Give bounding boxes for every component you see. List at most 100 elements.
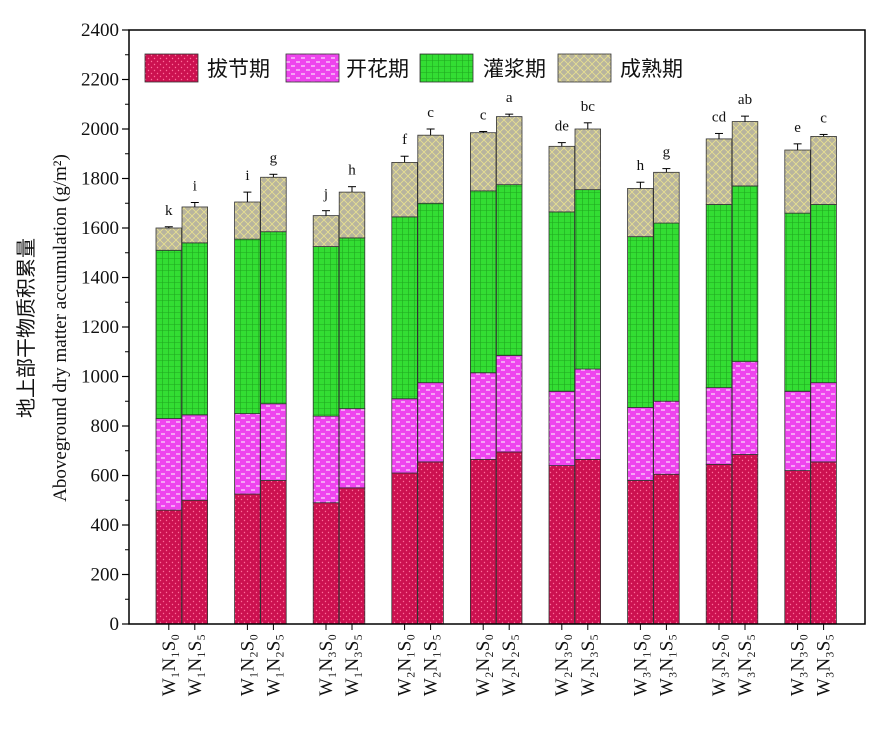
bar-segment-3: [260, 231, 287, 405]
bar-segment-1: [574, 459, 602, 625]
bar-segment-3: [548, 211, 576, 392]
y-axis-title-english: Aboveground dry matter accumulation (g/m…: [50, 154, 71, 502]
bar-segment-3: [627, 236, 654, 408]
bar-segment-2: [574, 368, 602, 460]
bar-segment-4: [810, 136, 837, 205]
bar-segment-1: [653, 473, 680, 625]
bar-segment-4: [155, 227, 183, 251]
x-tick-label: W₃N₃S₅: [814, 634, 835, 696]
bar-segment-3: [574, 189, 602, 370]
y-tick-label: 2200: [81, 70, 119, 91]
significance-letter: c: [427, 105, 434, 121]
bar-segment-1: [391, 472, 418, 625]
significance-letter: c: [820, 110, 827, 126]
bar-segment-4: [495, 116, 523, 186]
y-tick-label: 2400: [81, 20, 119, 41]
bar-segment-2: [391, 398, 418, 474]
significance-letter: h: [637, 158, 645, 174]
x-tick-label: W₃N₁S₀: [630, 634, 651, 696]
significance-letter: bc: [581, 99, 596, 115]
bar-segment-1: [469, 459, 497, 625]
bar-segment-4: [784, 149, 811, 214]
bar-segment-1: [155, 509, 183, 625]
y-axis-title: 地上部干物质积累量 Aboveground dry matter accumul…: [14, 154, 71, 502]
y-axis-title-chinese: 地上部干物质积累量: [14, 238, 38, 418]
x-tick-label: W₂N₃S₅: [578, 634, 599, 696]
legend-label-2: 开花期: [346, 57, 409, 81]
x-tick-label: W₃N₃S₀: [788, 634, 809, 696]
y-tick-label: 2000: [81, 119, 119, 140]
legend-label-4: 成熟期: [620, 57, 683, 81]
x-tick-label: W₂N₁S₀: [395, 634, 416, 696]
x-axis-tick-labels: W₁N₁S₀ W₁N₁S₅ W₁N₂S₀ W₁N₂S₅ W₁N₃S₀ W₁N₃S₅ W₂N₁…: [159, 624, 835, 696]
bar-segment-4: [705, 138, 733, 205]
bar-segment-2: [155, 418, 183, 511]
y-tick-label: 400: [91, 515, 120, 536]
bar-segment-3: [469, 190, 497, 374]
bar-segment-3: [653, 222, 680, 402]
bar-segment-3: [810, 204, 837, 384]
x-tick-label: W₁N₂S₅: [263, 634, 284, 696]
bar-segment-2: [469, 372, 497, 460]
y-tick-label: 1800: [81, 169, 119, 190]
bar-segment-4: [548, 145, 576, 213]
y-tick-label: 1600: [81, 218, 119, 239]
bar-segment-3: [784, 212, 811, 392]
y-tick-label: 800: [91, 416, 120, 437]
legend-swatch-3: [419, 53, 474, 83]
x-tick-label: W₃N₂S₅: [735, 634, 756, 696]
bar-segment-2: [417, 382, 444, 463]
bar-segment-1: [810, 461, 837, 625]
significance-letter: ab: [738, 92, 752, 108]
bar-segment-3: [312, 246, 340, 417]
bar-segment-2: [181, 414, 209, 501]
legend-label-1: 拔节期: [207, 57, 270, 81]
significance-letter: k: [165, 203, 173, 219]
bar-segment-4: [469, 132, 497, 192]
x-tick-label: W₁N₃S₅: [342, 634, 363, 696]
significance-letter: c: [480, 107, 487, 123]
bar-segment-3: [495, 184, 523, 356]
bar-segment-3: [155, 249, 183, 419]
bar-segment-2: [338, 408, 366, 489]
bar-segment-1: [260, 480, 287, 625]
significance-letter: i: [245, 168, 249, 184]
bar-segment-2: [784, 390, 811, 471]
bar-segment-4: [417, 134, 444, 204]
bar-segment-1: [338, 487, 366, 625]
bar-segment-2: [653, 400, 680, 475]
bar-segment-2: [810, 382, 837, 463]
bar-segment-3: [417, 202, 444, 384]
significance-letter: de: [555, 119, 570, 135]
bar-segment-2: [234, 413, 261, 495]
y-tick-label: 0: [110, 614, 120, 635]
bar-segment-2: [495, 355, 523, 453]
bar-segment-4: [181, 206, 209, 244]
bar-segment-1: [705, 463, 733, 625]
x-tick-label: W₁N₂S₀: [237, 634, 258, 696]
significance-letter: h: [348, 163, 356, 179]
bar-segment-3: [181, 242, 209, 416]
plot-area-frame: [128, 29, 866, 625]
bar-segment-4: [391, 162, 418, 218]
bar-segment-1: [181, 499, 209, 625]
bar-segment-2: [705, 387, 733, 465]
bar-segment-3: [731, 185, 759, 363]
significance-letter: a: [506, 90, 513, 106]
x-tick-label: W₁N₃S₀: [316, 634, 337, 696]
legend-swatch-4: [557, 53, 612, 83]
bar-segment-1: [312, 502, 340, 625]
significance-letter: e: [794, 120, 801, 136]
significance-letter: f: [402, 132, 407, 148]
bar-segment-4: [234, 201, 261, 240]
bar-segment-3: [338, 237, 366, 410]
bar-segment-2: [260, 403, 287, 481]
y-tick-label: 600: [91, 466, 120, 487]
bar-segment-3: [234, 238, 261, 415]
x-tick-label: W₁N₁S₀: [159, 634, 180, 696]
bar-segment-1: [627, 480, 654, 625]
bar-segment-2: [312, 415, 340, 504]
legend-swatch-2: [285, 53, 340, 83]
